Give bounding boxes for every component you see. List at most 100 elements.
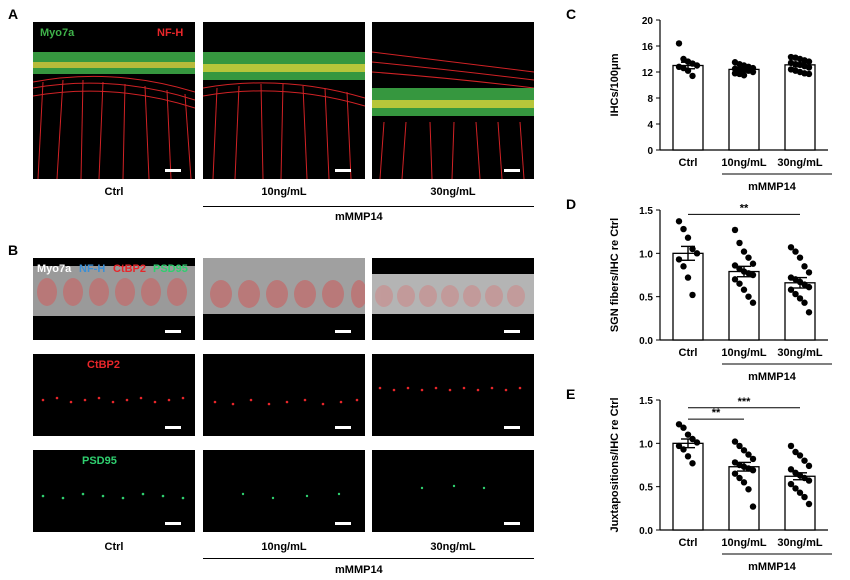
data-point	[675, 442, 683, 450]
micrograph-b-merge-10ng	[203, 258, 365, 340]
stain-label-b-nfh: NF-H	[79, 263, 106, 275]
data-point	[680, 263, 687, 270]
micrograph-b-psd95-ctrl	[33, 450, 195, 532]
chart-c: 0 4 8 12 16 20 IHCs/100μm Ctrl 10ng/mL 30ng/mL mMM…	[609, 16, 832, 193]
scale-bar	[504, 426, 520, 429]
data-point	[749, 299, 757, 306]
data-point	[749, 467, 757, 474]
micrograph-b-merge-ctrl	[33, 258, 195, 340]
data-point	[792, 485, 799, 492]
scale-bar	[335, 330, 351, 333]
panel-label-b: B	[8, 242, 19, 258]
group-label: mMMP14	[748, 371, 797, 383]
data-point	[731, 438, 739, 445]
data-point	[801, 299, 808, 306]
data-point	[796, 254, 804, 261]
panel-label-e: E	[566, 386, 576, 402]
condition-label-a-ctrl: Ctrl	[104, 186, 124, 198]
x-tick-label: Ctrl	[679, 537, 698, 549]
y-axis-label: Juxtapositions/IHC re Ctrl	[609, 397, 621, 532]
bar	[672, 252, 704, 341]
x-tick-label: Ctrl	[679, 347, 698, 359]
x-tick-label: 30ng/mL	[777, 347, 823, 359]
data-point	[745, 254, 752, 261]
data-point	[801, 457, 808, 464]
data-point	[684, 234, 692, 241]
data-point	[745, 451, 752, 458]
x-tick-label: 10ng/mL	[721, 157, 767, 169]
y-tick-label: 12	[642, 68, 654, 79]
y-tick-label: 1.0	[639, 249, 653, 260]
data-point	[745, 486, 752, 493]
micrograph-b-psd95-30ng	[372, 450, 534, 532]
y-tick-label: 0.5	[639, 483, 653, 494]
scale-bar	[335, 169, 351, 172]
x-tick-label: 10ng/mL	[721, 347, 767, 359]
data-point	[675, 218, 683, 225]
condition-label-b-10ng: 10ng/mL	[261, 541, 307, 553]
data-point	[684, 431, 692, 438]
data-point	[693, 250, 701, 257]
bar	[672, 64, 704, 151]
x-tick-label: 30ng/mL	[777, 537, 823, 549]
data-point	[675, 40, 683, 47]
micrograph-a-10ng	[203, 22, 365, 179]
data-point	[749, 271, 757, 279]
data-point	[736, 239, 743, 247]
y-axis-label: SGN fibers/IHC re Ctrl	[609, 218, 621, 332]
data-point	[731, 262, 739, 269]
data-point	[693, 439, 701, 446]
scale-bar	[504, 522, 520, 525]
data-point	[736, 474, 743, 482]
stain-label-myo7a: Myo7a	[40, 27, 75, 39]
data-point	[805, 269, 813, 276]
data-point	[675, 256, 683, 263]
data-point	[689, 460, 696, 467]
scale-bar	[335, 426, 351, 429]
condition-label-b-ctrl: Ctrl	[104, 541, 124, 553]
y-tick-label: 0.0	[639, 526, 653, 537]
data-point	[740, 447, 748, 454]
data-point	[805, 70, 813, 78]
data-point	[731, 226, 739, 234]
data-point	[731, 470, 739, 477]
data-point	[684, 453, 692, 460]
y-tick-label: 20	[642, 16, 654, 27]
group-line-b	[203, 558, 534, 559]
data-point	[792, 248, 799, 255]
data-point	[740, 479, 748, 486]
micrograph-b-ctbp2-ctrl	[33, 354, 195, 436]
data-point	[689, 291, 696, 299]
data-point	[689, 245, 696, 253]
data-point	[675, 421, 683, 428]
data-point	[805, 477, 813, 484]
x-tick-label: Ctrl	[679, 157, 698, 169]
data-point	[787, 480, 795, 488]
data-point	[689, 72, 696, 80]
stain-label-row-ctbp2: CtBP2	[87, 359, 121, 371]
data-point	[787, 466, 795, 473]
data-point	[749, 68, 757, 76]
data-point	[740, 72, 748, 79]
data-point	[740, 248, 748, 255]
data-point	[749, 503, 757, 510]
scale-bar	[504, 330, 520, 333]
data-point	[792, 290, 799, 298]
stain-label-nfh: NF-H	[157, 27, 184, 39]
micrograph-b-ctbp2-30ng	[372, 354, 534, 436]
stain-label-row-psd95: PSD95	[82, 455, 117, 467]
data-point	[805, 500, 813, 508]
data-point	[796, 295, 804, 302]
y-tick-label: 8	[647, 94, 653, 105]
scale-bar	[165, 522, 181, 525]
data-point	[805, 58, 813, 65]
data-point	[736, 442, 743, 450]
y-tick-label: 0.5	[639, 293, 653, 304]
data-point	[731, 276, 739, 283]
stain-label-b-ctbp2: CtBP2	[113, 263, 147, 275]
panel-label-d: D	[566, 196, 577, 212]
significance-label: ***	[738, 396, 752, 408]
group-label: mMMP14	[748, 561, 797, 573]
y-tick-label: 16	[642, 42, 654, 53]
y-tick-label: 1.0	[639, 439, 653, 450]
